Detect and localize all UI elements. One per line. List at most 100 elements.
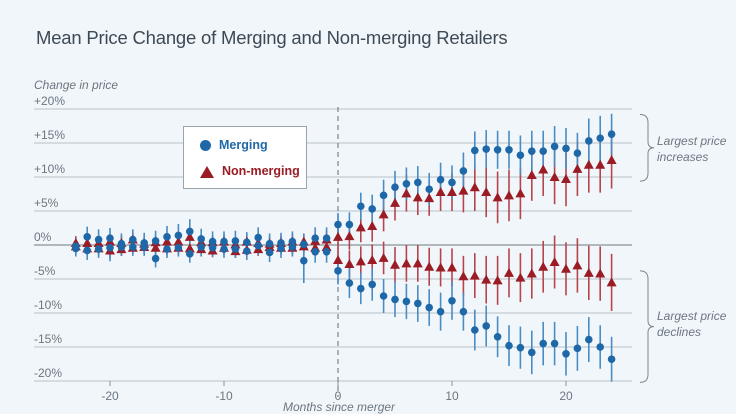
data-point-nonmerging-increases xyxy=(561,174,571,184)
data-point-merging-declines xyxy=(459,307,468,316)
data-point-merging-increases xyxy=(208,237,217,246)
data-point-merging-increases xyxy=(539,147,547,155)
data-point-merging-declines xyxy=(140,243,148,251)
data-point-merging-increases xyxy=(379,191,388,200)
data-point-merging-increases xyxy=(186,227,194,236)
data-point-merging-declines xyxy=(482,322,491,330)
data-point-merging-declines xyxy=(265,248,274,257)
data-point-nonmerging-declines xyxy=(515,272,526,282)
data-point-merging-increases xyxy=(482,145,491,153)
data-point-merging-increases xyxy=(277,239,285,247)
data-point-merging-increases xyxy=(94,235,103,244)
data-point-merging-declines xyxy=(357,284,365,293)
triangle-marker-icon xyxy=(200,165,214,178)
data-point-nonmerging-increases xyxy=(82,237,93,247)
data-point-merging-declines xyxy=(94,245,103,253)
data-point-merging-increases xyxy=(106,234,114,242)
data-point-nonmerging-increases xyxy=(344,231,355,241)
data-point-merging-declines xyxy=(220,245,228,253)
data-point-nonmerging-declines xyxy=(481,274,492,284)
data-point-merging-increases xyxy=(129,235,137,244)
data-point-nonmerging-declines xyxy=(549,257,560,266)
x-tick-label: 10 xyxy=(445,389,459,403)
data-point-merging-increases xyxy=(607,130,616,138)
data-point-merging-increases xyxy=(596,134,604,143)
data-point-merging-increases xyxy=(357,202,365,211)
data-point-merging-declines xyxy=(334,267,342,275)
data-point-merging-increases xyxy=(174,231,183,240)
y-tick-label: -20% xyxy=(34,366,62,380)
data-point-nonmerging-increases xyxy=(492,192,503,202)
data-point-nonmerging-increases xyxy=(549,172,560,181)
legend-item-nonmerging: Non-merging xyxy=(200,164,300,178)
data-point-nonmerging-declines xyxy=(344,259,355,269)
data-point-nonmerging-increases xyxy=(515,188,526,198)
data-point-nonmerging-increases xyxy=(333,231,343,241)
data-point-nonmerging-declines xyxy=(561,263,571,273)
data-point-nonmerging-declines xyxy=(424,261,435,271)
data-point-merging-increases xyxy=(402,180,411,188)
data-point-nonmerging-increases xyxy=(424,193,435,203)
data-point-merging-declines xyxy=(448,296,456,305)
data-point-merging-declines xyxy=(72,244,80,253)
data-point-merging-declines xyxy=(345,279,354,287)
data-point-merging-declines xyxy=(436,307,445,316)
data-point-merging-increases xyxy=(585,137,593,145)
data-point-nonmerging-increases xyxy=(390,197,400,207)
y-tick-label: +20% xyxy=(34,94,65,108)
data-point-merging-declines xyxy=(174,243,183,252)
data-point-nonmerging-increases xyxy=(538,164,549,174)
data-point-merging-increases xyxy=(436,175,445,184)
data-point-nonmerging-increases xyxy=(481,186,492,196)
data-point-merging-declines xyxy=(493,333,502,341)
data-point-merging-declines xyxy=(106,243,114,252)
data-point-merging-increases xyxy=(220,237,228,246)
data-point-merging-declines xyxy=(231,245,240,253)
data-point-nonmerging-increases xyxy=(606,155,617,164)
y-tick-label: -5% xyxy=(34,264,56,278)
annotation-declines-line2: declines xyxy=(657,325,701,339)
data-point-merging-declines xyxy=(151,254,160,263)
data-point-nonmerging-declines xyxy=(595,268,606,278)
annotation-declines-line1: Largest price xyxy=(657,309,727,323)
data-point-nonmerging-declines xyxy=(390,259,400,269)
data-point-merging-declines xyxy=(585,335,593,344)
data-point-merging-declines xyxy=(288,243,297,251)
legend-label-nonmerging: Non-merging xyxy=(222,164,300,178)
data-point-merging-declines xyxy=(471,326,479,334)
y-axis-label: Change in price xyxy=(34,78,119,92)
data-point-merging-increases xyxy=(391,183,399,191)
data-point-merging-declines xyxy=(117,243,126,251)
data-point-nonmerging-increases xyxy=(367,220,378,230)
data-point-merging-declines xyxy=(300,256,308,265)
data-point-merging-increases xyxy=(83,233,91,241)
data-point-merging-declines xyxy=(539,339,547,348)
data-point-nonmerging-declines xyxy=(447,262,457,272)
chart-title: Mean Price Change of Merging and Non-mer… xyxy=(36,27,508,48)
data-point-merging-declines xyxy=(596,343,604,351)
data-point-nonmerging-declines xyxy=(401,258,412,268)
data-point-nonmerging-increases xyxy=(412,192,423,202)
data-point-nonmerging-declines xyxy=(606,277,617,287)
data-point-merging-declines xyxy=(573,344,582,353)
data-point-nonmerging-increases xyxy=(355,222,366,232)
annotation-increases-line1: Largest price xyxy=(657,134,727,148)
data-point-nonmerging-increases xyxy=(378,209,389,219)
data-point-merging-increases xyxy=(562,144,570,153)
data-point-nonmerging-declines xyxy=(367,254,378,264)
data-point-merging-increases xyxy=(414,178,422,187)
data-point-merging-increases xyxy=(471,146,479,155)
data-point-merging-increases xyxy=(459,167,468,175)
data-point-merging-declines xyxy=(163,245,171,253)
data-point-merging-increases xyxy=(300,240,308,249)
data-point-nonmerging-increases xyxy=(401,188,412,198)
data-point-merging-declines xyxy=(243,247,251,255)
x-tick-label: -10 xyxy=(215,389,233,403)
data-point-merging-increases xyxy=(505,146,513,154)
data-point-merging-increases xyxy=(163,233,171,241)
legend-label-merging: Merging xyxy=(219,138,268,152)
data-point-merging-increases xyxy=(493,146,502,154)
data-point-merging-declines xyxy=(311,248,320,256)
data-point-nonmerging-increases xyxy=(572,163,583,173)
